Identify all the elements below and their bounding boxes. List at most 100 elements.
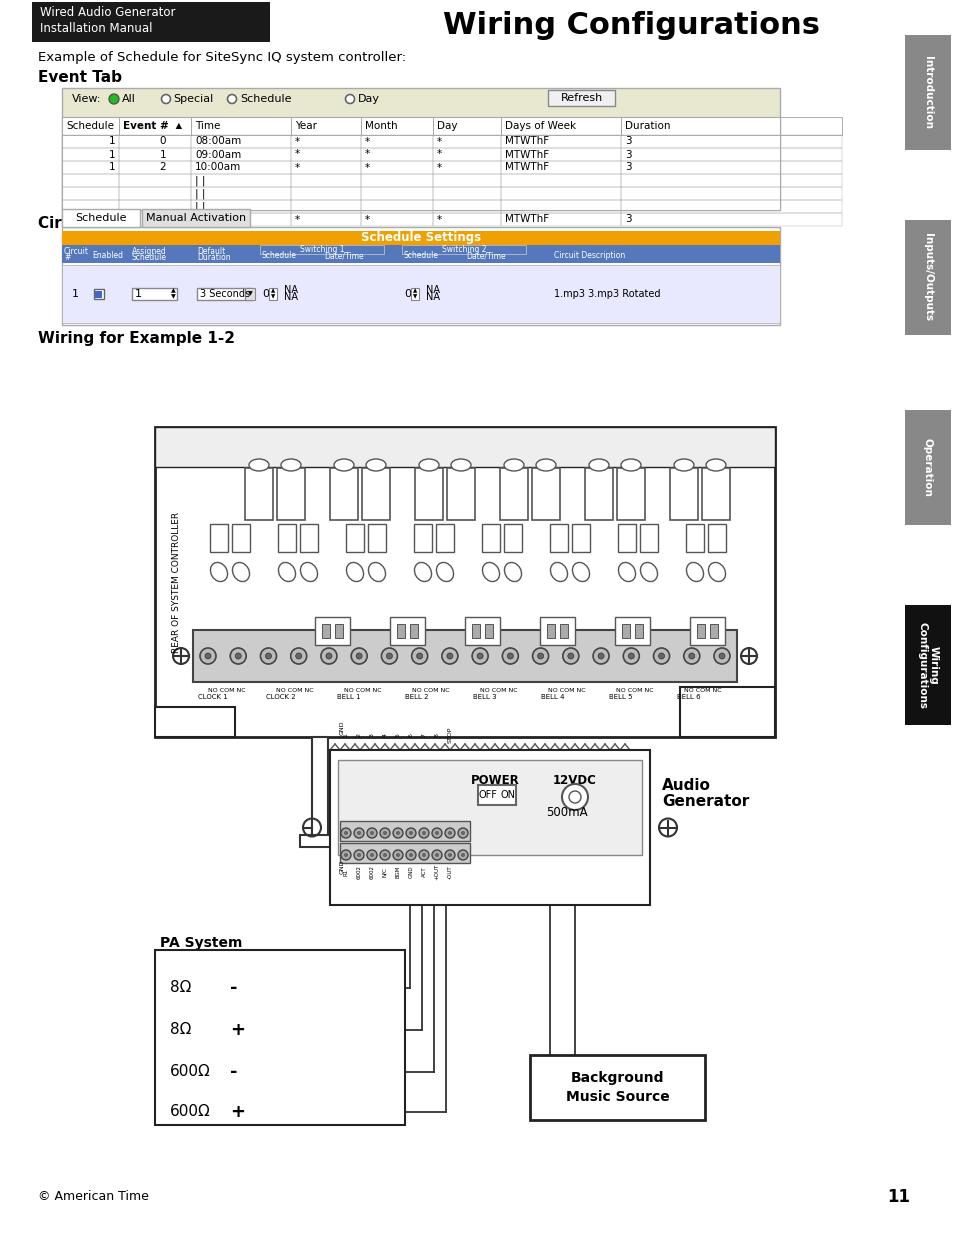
Ellipse shape [503, 459, 523, 471]
Bar [191, 135, 291, 148]
Text: BELL 6: BELL 6 [677, 694, 700, 700]
Bar [196, 288, 252, 300]
Bar [559, 624, 567, 638]
Text: Wiring Configurations: Wiring Configurations [442, 11, 820, 40]
Circle shape [418, 850, 429, 860]
Bar [119, 174, 191, 186]
Text: NA: NA [426, 285, 439, 295]
Bar [679, 687, 774, 737]
Text: BELL 4: BELL 4 [540, 694, 564, 700]
Bar [260, 245, 384, 254]
Circle shape [622, 648, 639, 664]
Circle shape [379, 827, 390, 839]
Text: *: * [365, 137, 370, 147]
Text: | |: | | [194, 188, 205, 199]
Bar [360, 212, 433, 226]
Bar [410, 624, 417, 638]
Text: Schedule: Schedule [403, 252, 438, 261]
Bar [500, 135, 620, 148]
Ellipse shape [233, 562, 250, 582]
Text: Wired Audio Generator: Wired Audio Generator [40, 6, 175, 20]
Text: ▲: ▲ [271, 289, 274, 294]
Circle shape [567, 653, 573, 659]
Bar [620, 212, 841, 226]
Text: -: - [230, 1063, 237, 1081]
Text: CLOCK 1: CLOCK 1 [198, 694, 228, 700]
Circle shape [421, 831, 426, 835]
Circle shape [416, 653, 422, 659]
Circle shape [351, 648, 367, 664]
Circle shape [205, 653, 211, 659]
Text: 3: 3 [624, 163, 631, 173]
Bar [615, 618, 649, 645]
Ellipse shape [436, 562, 453, 582]
Bar [62, 88, 780, 210]
Bar [299, 835, 339, 847]
Text: BELL 1: BELL 1 [336, 694, 360, 700]
Bar [119, 186, 191, 200]
Text: +: + [230, 1103, 245, 1121]
Text: 2: 2 [356, 734, 361, 737]
Bar [62, 245, 780, 263]
Text: *: * [294, 163, 300, 173]
Circle shape [109, 94, 119, 104]
Text: ▼: ▼ [271, 294, 274, 300]
Text: BELL 5: BELL 5 [609, 694, 632, 700]
Bar [269, 288, 276, 300]
Text: MTWThF: MTWThF [504, 163, 549, 173]
Text: 0: 0 [403, 289, 411, 299]
Circle shape [200, 648, 215, 664]
Text: POWER: POWER [470, 773, 518, 787]
Circle shape [432, 827, 441, 839]
Bar [346, 524, 364, 552]
Bar [360, 200, 433, 212]
Text: Background: Background [570, 1071, 663, 1086]
Ellipse shape [588, 459, 608, 471]
Circle shape [448, 831, 452, 835]
Text: Day: Day [357, 94, 379, 104]
Bar [119, 135, 191, 148]
Circle shape [340, 827, 351, 839]
Bar [433, 186, 500, 200]
Bar [191, 212, 291, 226]
Text: 11: 11 [886, 1188, 909, 1207]
Ellipse shape [572, 562, 589, 582]
Ellipse shape [414, 562, 431, 582]
Text: © American Time: © American Time [38, 1191, 149, 1203]
Bar [291, 148, 360, 161]
Bar [472, 624, 479, 638]
Circle shape [532, 648, 548, 664]
Circle shape [235, 653, 241, 659]
Bar [330, 750, 649, 905]
Bar [697, 624, 704, 638]
Bar [62, 117, 119, 135]
Circle shape [658, 653, 664, 659]
Bar [360, 161, 433, 174]
Ellipse shape [482, 562, 499, 582]
Bar [709, 624, 718, 638]
Ellipse shape [346, 562, 363, 582]
Bar [635, 624, 642, 638]
Text: 10:00am: 10:00am [194, 163, 241, 173]
Circle shape [354, 850, 364, 860]
Text: Schedule: Schedule [75, 212, 127, 224]
Text: #: # [64, 253, 71, 263]
Circle shape [448, 853, 452, 857]
Text: BGM: BGM [395, 866, 400, 878]
Bar [547, 90, 615, 106]
Text: 3 Seconds: 3 Seconds [200, 289, 250, 299]
Text: 09:00am: 09:00am [194, 149, 241, 159]
Text: R1: R1 [343, 868, 348, 876]
Text: ▼: ▼ [171, 294, 175, 300]
Bar [291, 117, 360, 135]
Circle shape [537, 653, 543, 659]
Bar [360, 174, 433, 186]
Bar [620, 200, 841, 212]
Circle shape [562, 648, 578, 664]
Text: Circuit: Circuit [64, 247, 89, 256]
Bar [669, 468, 698, 520]
Bar [464, 618, 499, 645]
Text: Operation: Operation [923, 438, 932, 496]
Bar [360, 186, 433, 200]
Text: NO COM NC: NO COM NC [479, 688, 517, 693]
